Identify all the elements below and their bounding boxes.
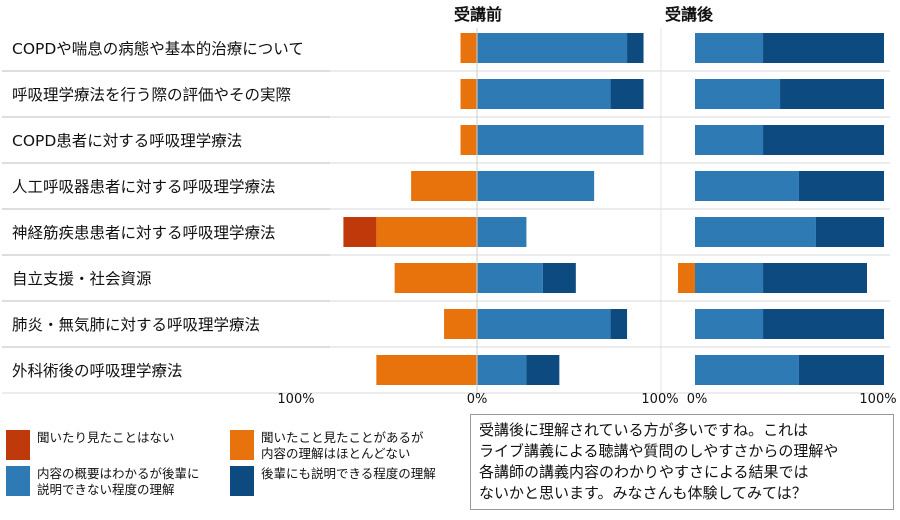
bar-before-heard <box>376 355 477 385</box>
tick-label: 0% <box>687 392 708 405</box>
category-label: 神経筋疾患患者に対する呼吸理学療法 <box>12 224 276 242</box>
category-label: 呼吸理学療法を行う際の評価やその実際 <box>12 86 292 104</box>
bar-marks <box>343 33 884 385</box>
bar-after-heard <box>677 263 695 293</box>
panel-title-after: 受講後 <box>665 5 714 24</box>
legend-swatch <box>6 466 30 496</box>
bar-before-overview <box>477 171 595 201</box>
bar-before-heard <box>394 263 477 293</box>
bar-before-explain <box>610 309 628 339</box>
panel-title-before: 受講前 <box>454 5 502 24</box>
bar-before-never <box>343 217 377 247</box>
legend-item-overview: 内容の概要はわかるが後輩に 説明できない程度の理解 <box>6 466 200 498</box>
bar-before-explain <box>542 263 576 293</box>
bar-before-overview <box>477 33 628 63</box>
legend-swatch <box>230 466 254 496</box>
bar-after-overview <box>695 125 764 155</box>
category-label: 人工呼吸器患者に対する呼吸理学療法 <box>12 178 276 196</box>
bar-before-heard <box>376 217 477 247</box>
legend-swatch <box>230 430 254 460</box>
bar-before-heard <box>411 171 477 201</box>
bar-before-heard <box>460 33 477 63</box>
legend-item-explain: 後輩にも説明できる程度の理解 <box>230 466 436 496</box>
bar-before-explain <box>627 33 644 63</box>
row-separators <box>2 70 890 394</box>
bar-after-overview <box>695 171 799 201</box>
bar-after-overview <box>695 33 764 63</box>
bar-after-explain <box>763 125 884 155</box>
tick-label: 100% <box>277 392 314 405</box>
legend-swatch <box>6 430 30 460</box>
legend-label: 聞いたこと見たことがあるが 内容の理解はほとんどない <box>261 430 424 461</box>
comment-box: 受講後に理解されている方が多いですね。これは ライブ講義による聴講や質問のしやす… <box>470 414 894 510</box>
category-label: 肺炎・無気肺に対する呼吸理学療法 <box>12 316 260 334</box>
legend-label: 内容の概要はわかるが後輩に 説明できない程度の理解 <box>37 466 200 497</box>
bar-before-overview <box>477 355 527 385</box>
bar-after-overview <box>695 263 764 293</box>
category-label: COPD患者に対する呼吸理学療法 <box>12 132 242 150</box>
bar-after-explain <box>780 79 884 109</box>
legend-item-never: 聞いたり見たことはない <box>6 430 175 460</box>
bar-before-heard <box>460 79 477 109</box>
bar-after-explain <box>798 355 884 385</box>
bar-before-explain <box>610 79 644 109</box>
legend-label: 聞いたり見たことはない <box>37 430 175 445</box>
bar-before-overview <box>477 217 527 247</box>
category-label: 自立支援・社会資源 <box>12 270 152 288</box>
bar-after-explain <box>763 309 884 339</box>
bar-before-overview <box>477 263 543 293</box>
bar-before-heard <box>444 309 477 339</box>
bar-after-explain <box>815 217 884 247</box>
category-label: COPDや喘息の病態や基本的治療について <box>12 40 304 58</box>
bar-before-overview <box>477 79 611 109</box>
tick-label: 100% <box>641 392 678 405</box>
stacked-bar-chart: 受講前 受講後 100% 0% 100% 0% 100% COPDや喘息の病態や基本的治療に… <box>2 5 897 405</box>
legend-item-heard: 聞いたこと見たことがあるが 内容の理解はほとんどない <box>230 430 424 462</box>
bar-after-overview <box>695 309 764 339</box>
category-label: 外科術後の呼吸理学療法 <box>12 362 183 380</box>
bar-before-overview <box>477 309 611 339</box>
bar-before-overview <box>477 125 644 155</box>
bar-after-overview <box>695 355 799 385</box>
bar-after-overview <box>695 217 816 247</box>
axes: 受講前 受講後 100% 0% 100% 0% 100% <box>277 5 896 405</box>
bar-after-explain <box>798 171 884 201</box>
bar-after-explain <box>763 33 884 63</box>
bar-after-explain <box>763 263 867 293</box>
legend-label: 後輩にも説明できる程度の理解 <box>261 466 436 481</box>
bar-after-overview <box>695 79 781 109</box>
tick-label: 100% <box>859 392 896 405</box>
tick-label: 0% <box>467 392 488 405</box>
bar-before-heard <box>460 125 477 155</box>
bar-before-explain <box>526 355 560 385</box>
